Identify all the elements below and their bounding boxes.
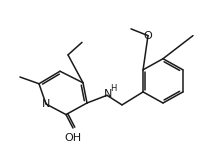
Text: H: H [110, 84, 116, 93]
Text: N: N [104, 89, 112, 99]
Text: O: O [144, 31, 152, 41]
Text: N: N [42, 99, 50, 109]
Text: OH: OH [64, 133, 82, 143]
